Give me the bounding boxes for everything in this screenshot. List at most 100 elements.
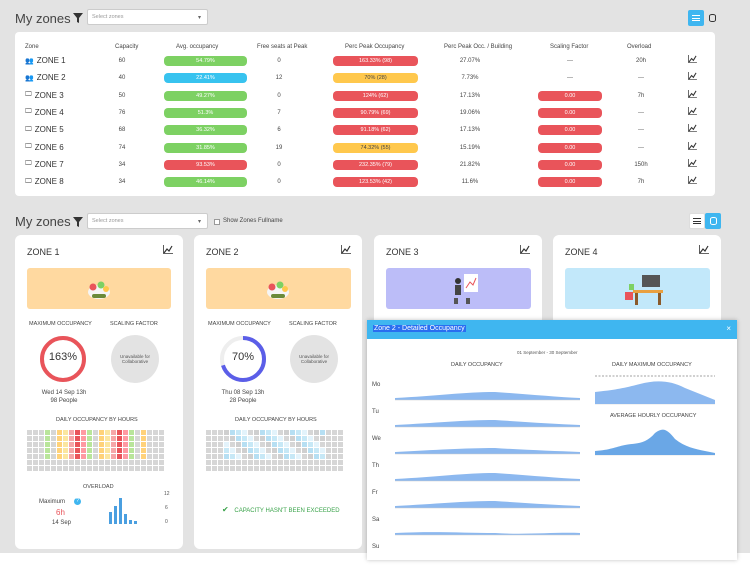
scaling-unavailable: Unavailable for Collaborative	[290, 335, 338, 383]
trend-chart-icon[interactable]	[688, 176, 697, 185]
trend-chart-icon[interactable]	[688, 72, 697, 81]
table-row[interactable]: 🖵 ZONE 4 76 51.3% 7 90.79% (69) 19.06% 0…	[15, 105, 715, 122]
capacity-cell: 60	[118, 58, 126, 64]
close-icon[interactable]: ×	[726, 324, 731, 333]
info-icon[interactable]: ?	[74, 498, 81, 505]
zone-select-placeholder: Select zones	[92, 14, 124, 20]
scaling-factor-pill: 0.00	[538, 107, 602, 118]
zone-illustration	[27, 268, 171, 309]
overload-label: OVERLOAD	[83, 484, 114, 490]
trend-chart-icon[interactable]	[688, 106, 697, 115]
capacity-cell: 76	[118, 109, 126, 116]
trend-chart-icon[interactable]	[688, 141, 697, 150]
filter-icon[interactable]	[73, 13, 83, 23]
card-view-button[interactable]	[704, 10, 720, 26]
table-row[interactable]: 🖵 ZONE 8 34 46.14% 0 123.53% (42) 11.6% …	[15, 174, 715, 191]
monitor-icon: 🖵	[25, 143, 32, 150]
zone-select[interactable]: Select zones ▾	[87, 213, 208, 229]
daily-occupancy-chart	[395, 392, 580, 536]
zone-name: 🖵 ZONE 8	[25, 177, 64, 186]
max-occupancy-label: MAXIMUM OCCUPANCY	[29, 321, 92, 327]
monitor-icon: 🖵	[25, 91, 32, 99]
zone-illustration	[386, 268, 531, 309]
scaling-factor-pill: 0.00	[538, 90, 602, 101]
col-zone: Zone	[25, 44, 39, 50]
avg-occupancy-pill: 54.79%	[164, 56, 247, 66]
hourly-heatmap	[27, 430, 164, 471]
peak-occupancy-pill: 74.32% (55)	[333, 142, 418, 153]
table-row[interactable]: 🖵 ZONE 6 74 31.85% 19 74.32% (55) 15.19%…	[15, 140, 715, 157]
day-label: Th	[372, 463, 380, 469]
trend-chart-icon[interactable]	[341, 245, 351, 254]
free-seats-cell: 6	[277, 127, 281, 134]
zone-name-text: ZONE 3	[34, 90, 64, 100]
peak-occupancy-pill: 123.53% (42)	[333, 177, 418, 188]
zone-select-placeholder: Select zones	[92, 218, 124, 224]
scaling-factor-cell: ---	[567, 58, 573, 64]
trend-chart-icon[interactable]	[688, 89, 697, 98]
trend-chart-icon[interactable]	[520, 245, 530, 254]
scaling-factor-pill: 0.00	[538, 142, 602, 153]
zone-card-3[interactable]: ZONE 3	[374, 235, 542, 325]
peak-building-cell: 11.6%	[461, 179, 479, 186]
zone-card-4[interactable]: ZONE 4	[553, 235, 721, 325]
zone-name: 🖵 ZONE 3	[25, 91, 64, 100]
day-label: Sa	[372, 517, 380, 523]
avg-occupancy-pill: 31.85%	[164, 142, 247, 153]
hours-label: DAILY OCCUPANCY BY HOURS	[56, 417, 138, 423]
daily-area	[395, 473, 580, 481]
trend-chart-icon[interactable]	[688, 124, 697, 133]
date-range: 01 September - 30 September	[517, 350, 578, 355]
capacity-cell: 74	[118, 144, 126, 151]
day-label: Mo	[372, 382, 381, 388]
overload-y-tick: 0	[165, 519, 168, 525]
free-seats-cell: 19	[275, 144, 283, 151]
zone-card-1[interactable]: ZONE 1 MAXIMUM OCCUPANCY SCALING FACTOR …	[15, 235, 183, 549]
card-view-button[interactable]	[705, 213, 721, 229]
detailed-occupancy-modal: Zone 2 - Detailed Occupancy × 01 Septemb…	[367, 320, 737, 560]
overload-cell: 7h	[637, 179, 645, 186]
overload-cell: 7h	[637, 92, 645, 99]
hourly-occupancy-label: AVERAGE HOURLY OCCUPANCY	[610, 413, 697, 419]
day-label: We	[372, 436, 381, 442]
modal-header: Zone 2 - Detailed Occupancy ×	[367, 320, 737, 339]
table-row[interactable]: 👥 ZONE 1 60 54.79% 0 163.33% (98) 27.07%…	[15, 53, 715, 70]
modal-title: Zone 2 - Detailed Occupancy	[373, 325, 466, 332]
zone-card-2[interactable]: ZONE 2 MAXIMUM OCCUPANCY SCALING FACTOR …	[194, 235, 362, 549]
table-row[interactable]: 👥 ZONE 2 40 22.41% 12 70% (28) 7.73% ---…	[15, 70, 715, 87]
overload-max-caption: Maximum	[39, 499, 66, 505]
overload-cell: 150h	[634, 161, 648, 168]
table-row[interactable]: 🖵 ZONE 7 34 93.53% 0 232.35% (79) 21.82%…	[15, 157, 715, 174]
filter-icon[interactable]	[73, 217, 83, 227]
table-row[interactable]: 🖵 ZONE 5 68 36.32% 6 91.18% (62) 17.13% …	[15, 122, 715, 139]
zone-name: 🖵 ZONE 5	[25, 125, 64, 134]
overload-bar-chart	[109, 498, 137, 524]
zone-name: 🖵 ZONE 4	[25, 108, 64, 117]
zone-name-text: ZONE 2	[36, 73, 66, 83]
database-icon	[709, 217, 717, 225]
peak-occupancy-pill: 91.18% (62)	[333, 125, 418, 136]
peak-building-cell: 15.19%	[459, 144, 481, 151]
max-occupancy-label: MAXIMUM OCCUPANCY	[208, 321, 271, 327]
trend-chart-icon[interactable]	[163, 245, 173, 254]
trend-chart-icon[interactable]	[699, 245, 709, 254]
presentation-icon	[454, 274, 478, 304]
zones-table-section: My zones Select zones ▾ Zone Capacity Av…	[0, 0, 750, 203]
trend-chart-icon[interactable]	[688, 158, 697, 167]
col-overload: Overload	[627, 44, 652, 50]
free-seats-cell: 0	[277, 179, 281, 186]
zone-card-title: ZONE 4	[565, 247, 598, 257]
table-row[interactable]: 🖵 ZONE 3 50 49.27% 0 124% (62) 17.13% 0.…	[15, 88, 715, 105]
show-fullname-checkbox[interactable]	[214, 219, 220, 225]
daily-max-chart	[595, 375, 715, 405]
zone-card-title: ZONE 3	[386, 247, 419, 257]
peak-building-cell: 27.07%	[459, 58, 481, 64]
zones-table: Zone Capacity Avg. occupancy Free seats …	[15, 32, 715, 196]
free-seats-cell: 0	[277, 58, 281, 64]
list-view-button[interactable]	[689, 213, 705, 229]
zone-select[interactable]: Select zones ▾	[87, 9, 208, 25]
overload-max-date: 14 Sep	[52, 520, 72, 526]
day-label: Su	[372, 544, 380, 550]
trend-chart-icon[interactable]	[688, 55, 697, 63]
list-view-button[interactable]	[688, 10, 704, 26]
